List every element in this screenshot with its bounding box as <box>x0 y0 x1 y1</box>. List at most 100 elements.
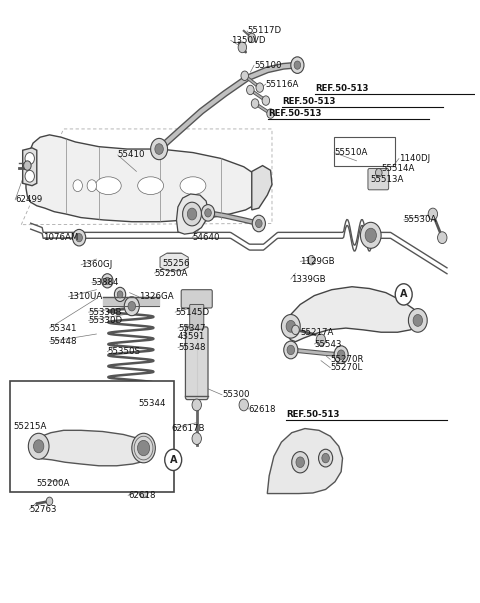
Text: 55330B: 55330B <box>88 308 122 317</box>
FancyBboxPatch shape <box>181 289 212 308</box>
FancyBboxPatch shape <box>190 305 204 329</box>
Text: 62618: 62618 <box>249 405 276 414</box>
Text: 1326GA: 1326GA <box>139 292 173 302</box>
Circle shape <box>267 109 275 118</box>
Circle shape <box>72 229 86 246</box>
Text: 55350S: 55350S <box>108 347 140 356</box>
Circle shape <box>202 204 215 221</box>
Circle shape <box>204 209 211 217</box>
Text: 54640: 54640 <box>192 233 219 242</box>
Text: 55256: 55256 <box>163 259 191 268</box>
Circle shape <box>281 315 300 338</box>
Polygon shape <box>252 166 272 210</box>
Text: 43591: 43591 <box>178 332 205 341</box>
Circle shape <box>239 399 249 411</box>
Text: A: A <box>400 289 408 300</box>
Polygon shape <box>267 429 343 493</box>
Text: 55543: 55543 <box>314 339 342 349</box>
Circle shape <box>25 170 35 182</box>
Text: 55347: 55347 <box>178 324 205 333</box>
Circle shape <box>308 256 315 265</box>
Circle shape <box>34 440 44 453</box>
Text: 62499: 62499 <box>15 195 42 204</box>
Circle shape <box>114 287 126 302</box>
Polygon shape <box>34 431 153 466</box>
Circle shape <box>24 161 31 170</box>
Circle shape <box>286 320 296 332</box>
Circle shape <box>255 219 262 227</box>
Circle shape <box>284 341 298 359</box>
Circle shape <box>375 168 382 177</box>
Circle shape <box>334 346 348 364</box>
Text: REF.50-513: REF.50-513 <box>282 97 336 106</box>
Circle shape <box>316 334 325 346</box>
Text: 1140DJ: 1140DJ <box>399 154 430 163</box>
Text: 55270R: 55270R <box>330 355 364 364</box>
Circle shape <box>165 449 181 470</box>
Circle shape <box>291 57 304 74</box>
Text: 55300: 55300 <box>222 390 250 399</box>
Circle shape <box>46 497 53 505</box>
Ellipse shape <box>96 177 121 195</box>
Circle shape <box>137 440 150 456</box>
Circle shape <box>124 297 139 316</box>
Polygon shape <box>23 148 37 186</box>
Circle shape <box>155 144 163 154</box>
Circle shape <box>128 302 135 311</box>
Circle shape <box>241 71 249 80</box>
Text: 55100: 55100 <box>254 61 282 69</box>
Text: 1350VD: 1350VD <box>230 36 265 45</box>
Text: 55514A: 55514A <box>381 164 415 173</box>
Circle shape <box>151 139 168 160</box>
Text: 55145D: 55145D <box>175 308 209 317</box>
Circle shape <box>117 291 123 298</box>
Circle shape <box>294 61 300 69</box>
FancyBboxPatch shape <box>185 327 208 400</box>
Text: 1076AM: 1076AM <box>43 233 79 242</box>
Text: 55510A: 55510A <box>334 148 368 157</box>
Circle shape <box>408 309 427 332</box>
Text: 62618: 62618 <box>128 491 156 500</box>
Text: 55217A: 55217A <box>300 327 334 336</box>
Text: 62617B: 62617B <box>172 424 205 433</box>
Circle shape <box>25 153 35 165</box>
Circle shape <box>76 233 83 242</box>
Circle shape <box>262 96 270 106</box>
Circle shape <box>139 486 148 497</box>
Circle shape <box>365 228 376 242</box>
Circle shape <box>337 350 345 359</box>
Text: 55270L: 55270L <box>330 363 362 372</box>
Circle shape <box>322 453 329 463</box>
Circle shape <box>292 452 309 473</box>
Polygon shape <box>285 286 421 342</box>
Circle shape <box>287 346 295 355</box>
Text: 1360GJ: 1360GJ <box>81 260 112 270</box>
Circle shape <box>395 284 412 305</box>
Text: 55344: 55344 <box>139 399 167 408</box>
Circle shape <box>360 223 381 248</box>
FancyBboxPatch shape <box>368 168 389 190</box>
Text: 53884: 53884 <box>92 278 120 287</box>
Circle shape <box>105 277 110 285</box>
Circle shape <box>248 33 255 43</box>
Text: 55410: 55410 <box>118 150 145 159</box>
Text: 1310UA: 1310UA <box>68 292 103 302</box>
Circle shape <box>319 449 333 467</box>
Text: 55513A: 55513A <box>371 175 404 185</box>
Text: 1129GB: 1129GB <box>300 257 335 266</box>
Text: 55448: 55448 <box>49 337 77 346</box>
Circle shape <box>73 180 83 192</box>
Circle shape <box>192 433 202 444</box>
Text: 1339GB: 1339GB <box>291 274 325 283</box>
Circle shape <box>187 208 197 220</box>
Text: 52763: 52763 <box>29 505 57 514</box>
Bar <box>11 380 174 492</box>
Text: A: A <box>169 455 177 465</box>
Circle shape <box>252 99 259 109</box>
Text: 55341: 55341 <box>49 324 77 333</box>
Text: REF.50-513: REF.50-513 <box>268 109 322 118</box>
Circle shape <box>182 202 202 226</box>
Circle shape <box>428 208 438 220</box>
Polygon shape <box>177 194 208 234</box>
Circle shape <box>296 457 304 467</box>
